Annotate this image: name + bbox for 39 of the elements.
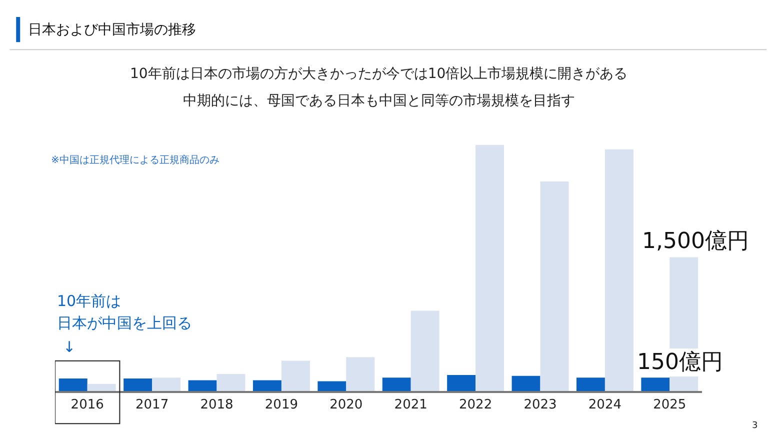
chart-title: 日本および中国市場の推移 [28,22,196,38]
x-tick-label: 2018 [200,397,234,412]
bar [87,384,116,391]
bar [476,144,504,391]
bar [641,378,670,391]
x-tick-label: 2020 [330,397,363,412]
bar [540,181,569,391]
bar [216,374,246,391]
bar [447,374,476,391]
text: 中期的には、母国である日本も中国と同等の市場規模を目指す [183,93,575,109]
bar [281,360,310,391]
x-tick-label: 2025 [653,397,686,412]
data-label: 150億円 [637,350,723,375]
bar [188,380,217,391]
bar [410,310,440,391]
annotation: 10年前は [57,292,122,310]
x-tick-label: 2024 [588,397,622,412]
x-tick-label: 2019 [264,397,298,412]
bar [318,381,346,391]
x-tick-label: 2016 [70,397,104,412]
bar [382,378,411,391]
x-tick-label: 2017 [136,397,169,412]
bar [576,378,605,391]
annotation: ↓ [63,338,76,356]
bar [124,378,152,391]
bar [512,376,540,391]
bar [346,357,375,391]
chart-subtitle: 10年前は日本の市場の方が大きかったが今では10倍以上市場規模に開きがある [130,66,628,82]
bar [152,378,181,391]
annotation: ※中国は正規代理による正規商品のみ [51,154,220,166]
bar [604,149,634,391]
annotation: 日本が中国を上回る [57,314,192,332]
x-tick-label: 2022 [459,397,492,412]
bar [252,380,282,391]
x-tick-label: 2023 [524,397,557,412]
data-label: 1,500億円 [642,229,749,254]
bar [58,378,88,391]
x-tick-label: 2021 [394,397,428,412]
text: 3 [752,421,758,431]
